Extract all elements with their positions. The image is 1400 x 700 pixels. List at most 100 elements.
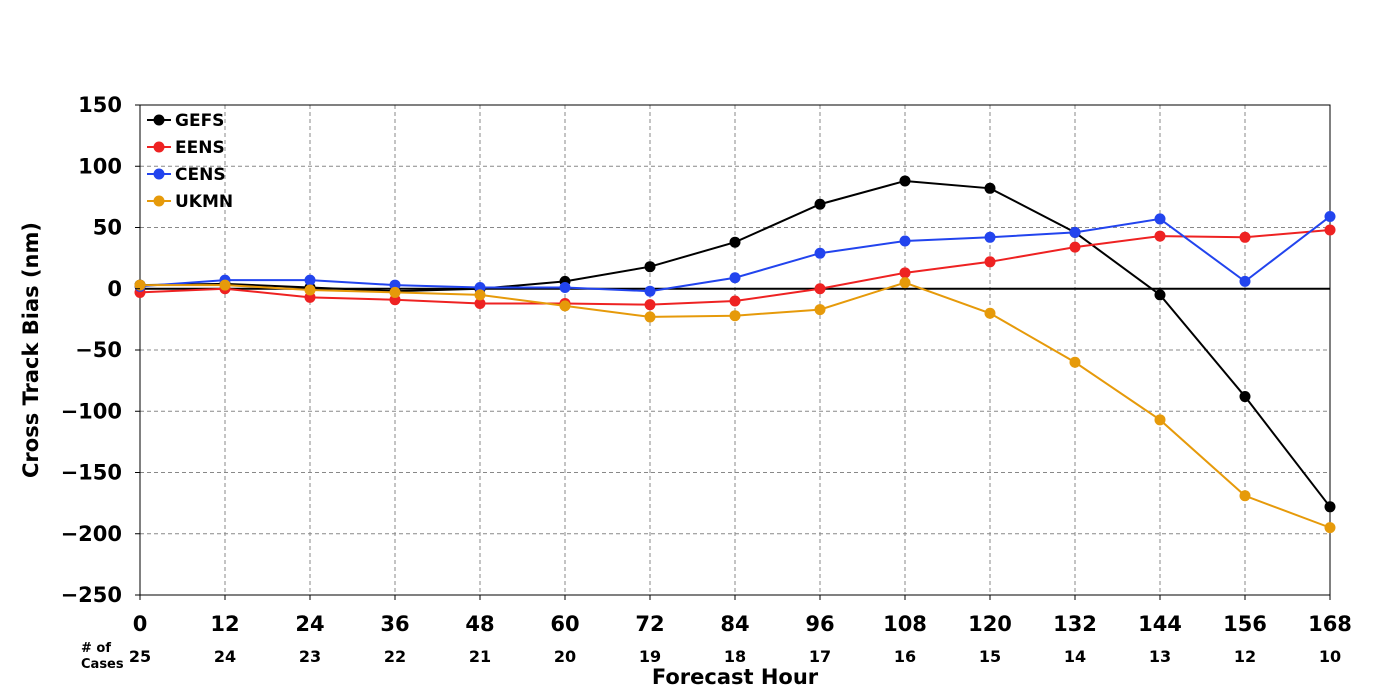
- x-tick-label: 60: [550, 612, 579, 636]
- legend-label: UKMN: [175, 192, 233, 212]
- y-tick-labels: 150 100 50 0 −50 −100 −150 −200 −250: [61, 93, 140, 607]
- data-point-ukmn: [219, 279, 231, 291]
- data-point-cens: [729, 272, 741, 284]
- y-tick-label: −200: [61, 522, 122, 546]
- cases-row: # of Cases 25 24 23 22 21 20 19 18 17 16 15 14 13 12 1…: [81, 641, 1341, 672]
- series: [134, 175, 1336, 534]
- cases-count-label: 21: [469, 647, 491, 666]
- data-point-cens: [1069, 226, 1081, 238]
- series-ukmn: [134, 277, 1336, 534]
- data-point-ukmn: [984, 307, 996, 319]
- data-point-eens: [1154, 230, 1166, 242]
- y-tick-label: −50: [75, 338, 122, 362]
- legend-swatch-marker: [153, 141, 165, 153]
- data-point-ukmn: [1069, 356, 1081, 368]
- data-point-cens: [559, 282, 571, 294]
- data-point-eens: [984, 256, 996, 268]
- data-point-ukmn: [729, 310, 741, 322]
- data-point-ukmn: [559, 300, 571, 312]
- cases-count-label: 13: [1149, 647, 1171, 666]
- x-tick-label: 144: [1138, 612, 1182, 636]
- cases-count-label: 16: [894, 647, 916, 666]
- legend-label: EENS: [175, 138, 225, 158]
- legend-label: GEFS: [175, 111, 224, 131]
- cases-count-label: 25: [129, 647, 151, 666]
- cases-count-label: 15: [979, 647, 1001, 666]
- data-point-ukmn: [814, 304, 826, 316]
- y-tick-label: 0: [107, 277, 122, 301]
- data-point-cens: [304, 274, 316, 286]
- data-point-gefs: [899, 175, 911, 187]
- legend-item-ukmn: UKMN: [147, 192, 233, 212]
- data-point-cens: [1324, 210, 1336, 222]
- data-point-ukmn: [1239, 490, 1251, 502]
- y-tick-label: 100: [78, 154, 122, 178]
- legend: GEFS EENS CENS UKMN: [147, 111, 233, 212]
- data-point-gefs: [1154, 289, 1166, 301]
- cases-count-label: 14: [1064, 647, 1086, 666]
- data-point-cens: [1154, 213, 1166, 225]
- data-point-gefs: [1324, 501, 1336, 513]
- x-tick-label: 12: [210, 612, 239, 636]
- x-tick-label: 0: [133, 612, 148, 636]
- data-point-ukmn: [1154, 414, 1166, 426]
- cases-count-label: 22: [384, 647, 406, 666]
- legend-label: CENS: [175, 165, 226, 185]
- data-point-cens: [1239, 275, 1251, 287]
- data-point-eens: [1239, 231, 1251, 243]
- y-tick-label: −250: [61, 583, 122, 607]
- cases-count-label: 20: [554, 647, 576, 666]
- cases-count-label: 18: [724, 647, 746, 666]
- legend-item-gefs: GEFS: [147, 111, 224, 131]
- data-point-cens: [984, 231, 996, 243]
- data-point-gefs: [984, 182, 996, 194]
- y-tick-label: 50: [93, 216, 122, 240]
- data-point-eens: [814, 283, 826, 295]
- data-point-gefs: [1239, 391, 1251, 403]
- data-point-cens: [899, 235, 911, 247]
- data-point-ukmn: [134, 279, 146, 291]
- x-tick-label: 156: [1223, 612, 1267, 636]
- data-point-ukmn: [1324, 522, 1336, 534]
- data-point-gefs: [814, 198, 826, 210]
- data-point-ukmn: [899, 277, 911, 289]
- y-tick-label: −150: [61, 461, 122, 485]
- x-tick-labels: 0 12 24 36 48 60 72 84 96 108 120 132 144 156 168: [133, 595, 1352, 636]
- data-point-gefs: [729, 236, 741, 248]
- x-axis-title: Forecast Hour: [652, 665, 819, 689]
- cases-count-label: 23: [299, 647, 321, 666]
- data-point-eens: [644, 299, 656, 311]
- x-tick-label: 120: [968, 612, 1012, 636]
- legend-item-eens: EENS: [147, 138, 225, 158]
- x-tick-label: 132: [1053, 612, 1097, 636]
- data-point-eens: [474, 297, 486, 309]
- cases-count-label: 10: [1319, 647, 1341, 666]
- data-point-ukmn: [304, 284, 316, 296]
- data-point-eens: [729, 295, 741, 307]
- data-point-eens: [1069, 241, 1081, 253]
- data-point-cens: [814, 247, 826, 259]
- x-tick-label: 48: [465, 612, 494, 636]
- legend-swatch-marker: [153, 168, 165, 180]
- y-tick-label: −100: [61, 399, 122, 423]
- x-tick-label: 36: [380, 612, 409, 636]
- x-tick-label: 108: [883, 612, 927, 636]
- y-tick-label: 150: [78, 93, 122, 117]
- data-point-ukmn: [644, 311, 656, 323]
- data-point-cens: [644, 285, 656, 297]
- cases-count-label: 19: [639, 647, 661, 666]
- x-tick-label: 84: [720, 612, 749, 636]
- cases-count-label: 12: [1234, 647, 1256, 666]
- legend-item-cens: CENS: [147, 165, 226, 185]
- data-point-eens: [899, 267, 911, 279]
- data-point-ukmn: [474, 289, 486, 301]
- x-tick-label: 72: [635, 612, 664, 636]
- legend-swatch-marker: [153, 114, 165, 126]
- cases-title-line1: # of: [81, 641, 111, 656]
- cases-count-label: 24: [214, 647, 236, 666]
- x-tick-label: 168: [1308, 612, 1352, 636]
- x-tick-label: 24: [295, 612, 324, 636]
- x-tick-label: 96: [805, 612, 834, 636]
